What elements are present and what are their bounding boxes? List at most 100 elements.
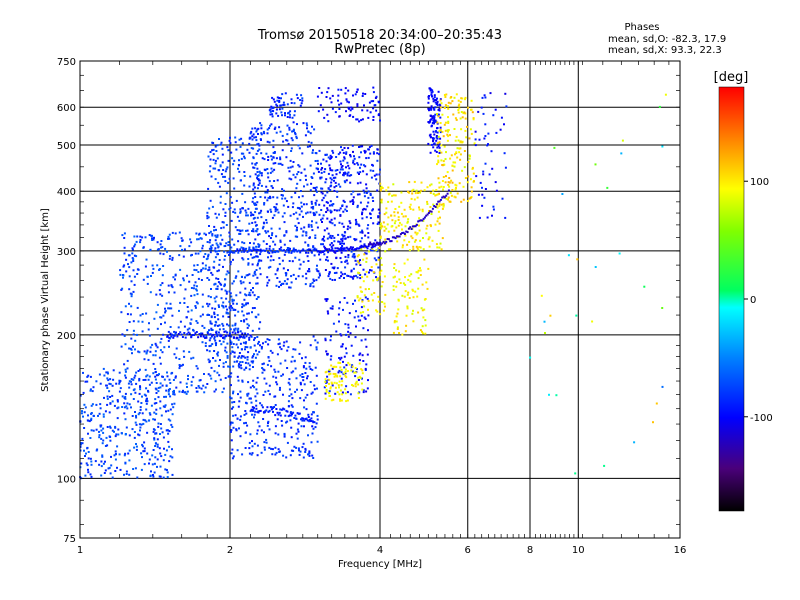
data-point xyxy=(124,368,127,371)
data-point xyxy=(309,381,312,383)
data-point xyxy=(308,270,311,273)
data-point xyxy=(305,417,308,420)
data-point xyxy=(239,208,242,211)
data-point xyxy=(291,206,294,209)
data-point xyxy=(195,269,198,272)
data-point xyxy=(102,415,105,418)
data-point xyxy=(333,272,336,274)
data-point xyxy=(162,436,165,439)
data-point xyxy=(236,375,239,378)
data-point xyxy=(201,313,204,316)
data-point xyxy=(164,321,166,324)
data-point xyxy=(259,250,262,253)
data-point xyxy=(298,147,301,150)
data-point xyxy=(379,225,382,227)
data-point xyxy=(190,241,193,244)
data-point xyxy=(354,299,356,302)
data-point xyxy=(253,272,256,275)
data-point xyxy=(338,171,341,174)
data-point xyxy=(153,418,156,421)
data-point xyxy=(341,242,343,245)
data-point xyxy=(412,289,415,292)
data-point xyxy=(453,128,456,130)
data-point xyxy=(448,185,451,188)
data-point xyxy=(283,234,286,237)
data-point xyxy=(274,206,277,209)
data-point xyxy=(216,354,219,357)
data-point xyxy=(209,374,212,377)
data-point xyxy=(396,328,399,330)
data-point xyxy=(220,334,223,337)
data-point xyxy=(333,236,336,239)
data-point xyxy=(345,259,348,262)
data-point xyxy=(279,386,281,389)
data-point xyxy=(278,285,280,288)
data-point xyxy=(275,250,278,253)
data-point xyxy=(371,245,374,248)
data-point xyxy=(151,343,154,346)
data-point xyxy=(161,246,164,249)
data-point xyxy=(91,403,94,406)
data-point xyxy=(283,103,286,106)
data-point xyxy=(366,109,369,112)
data-point xyxy=(390,200,393,203)
data-point xyxy=(375,241,378,244)
data-point xyxy=(340,275,343,278)
data-point xyxy=(282,103,285,106)
data-point xyxy=(432,100,435,103)
data-point xyxy=(238,170,241,173)
data-point xyxy=(315,190,318,193)
data-point xyxy=(109,426,112,429)
data-point xyxy=(288,286,291,289)
data-point xyxy=(243,304,246,307)
data-point xyxy=(232,392,234,395)
data-point xyxy=(436,121,439,124)
data-point xyxy=(150,234,153,237)
data-point xyxy=(358,359,361,362)
data-point xyxy=(410,235,413,238)
data-point xyxy=(134,339,137,342)
data-point xyxy=(173,353,176,356)
data-point xyxy=(229,342,232,345)
data-point xyxy=(270,447,273,450)
data-point xyxy=(369,269,371,272)
data-point xyxy=(334,176,337,179)
data-point xyxy=(214,159,217,162)
data-point xyxy=(225,351,228,354)
data-point xyxy=(242,355,245,358)
data-point xyxy=(99,425,102,428)
data-point xyxy=(330,156,333,158)
data-point xyxy=(224,170,227,173)
data-point xyxy=(330,335,332,338)
data-point xyxy=(220,141,223,144)
data-point xyxy=(128,449,131,452)
y-tick-label: 100 xyxy=(57,474,76,485)
data-point xyxy=(248,291,251,294)
data-point xyxy=(458,182,461,185)
data-point xyxy=(235,275,238,278)
data-point xyxy=(242,248,245,251)
data-point xyxy=(194,332,197,335)
data-point xyxy=(207,305,210,308)
data-point xyxy=(455,187,457,189)
data-point xyxy=(412,309,414,312)
data-point xyxy=(287,142,290,145)
data-point xyxy=(344,87,347,90)
data-point xyxy=(212,153,215,156)
data-point xyxy=(396,211,399,214)
data-point xyxy=(92,429,95,432)
data-point xyxy=(370,269,373,272)
data-point xyxy=(301,373,304,375)
data-point xyxy=(364,367,367,370)
data-point xyxy=(214,307,217,310)
data-point xyxy=(190,294,193,297)
data-point xyxy=(501,197,504,200)
data-point xyxy=(403,233,406,235)
data-point xyxy=(132,269,135,272)
data-point xyxy=(400,191,403,194)
data-point xyxy=(459,147,462,150)
data-point xyxy=(375,109,378,112)
data-point xyxy=(290,414,293,417)
data-point xyxy=(337,233,340,236)
data-point xyxy=(392,276,395,279)
